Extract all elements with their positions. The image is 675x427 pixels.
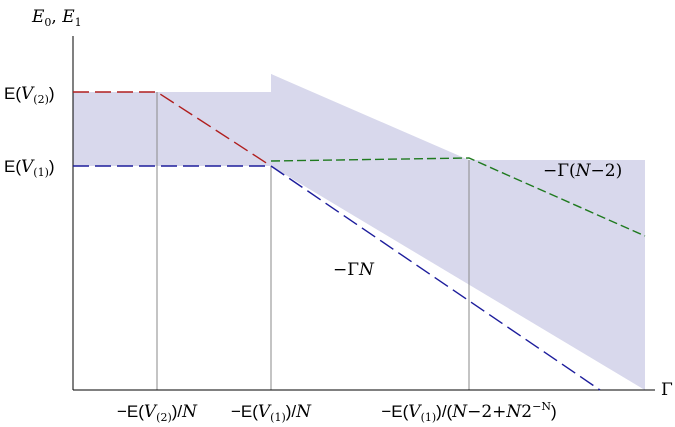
annotation-gamma-n-minus-2: −Γ(N−2) xyxy=(543,161,622,181)
shaded-band-left xyxy=(73,92,271,166)
x-axis-label: Γ xyxy=(661,380,673,400)
x-tick-label-1: −E(V(2))/N xyxy=(117,402,198,424)
blue-dashed-line xyxy=(73,165,601,391)
x-tick-label-3: −E(V(1))/(N−2+N2−N) xyxy=(381,400,556,424)
green-dashed-line xyxy=(270,157,646,237)
annotation-gamma-n: −ΓN xyxy=(333,260,375,280)
x-tick-label-2: −E(V(1))/N xyxy=(231,402,312,424)
red-dashed-line xyxy=(73,91,272,167)
y-tick-label-v2: E(V(2)) xyxy=(4,84,55,106)
y-axis-label: E0, E1 xyxy=(31,7,82,29)
shaded-band-tip xyxy=(271,74,645,390)
y-tick-label-v1: E(V(1)) xyxy=(4,157,55,179)
